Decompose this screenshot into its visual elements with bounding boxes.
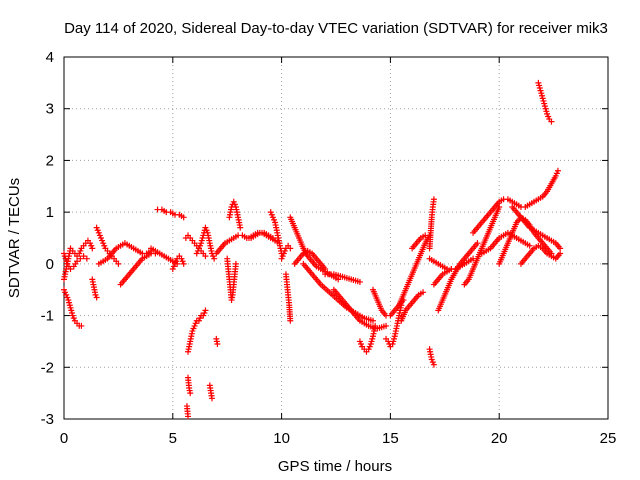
data-point	[83, 255, 90, 262]
series-arc-4	[117, 250, 159, 288]
data-point	[180, 260, 187, 267]
series-arc-14	[213, 335, 221, 348]
y-tick-label: 1	[46, 204, 54, 221]
series-arc-42	[509, 203, 564, 252]
x-axis-label: GPS time / hours	[278, 458, 392, 475]
data-point	[115, 260, 122, 267]
data-point	[80, 253, 87, 260]
series-arc-33	[426, 196, 437, 252]
series-arc-7	[169, 253, 187, 273]
series-arc-0b	[61, 286, 85, 329]
series-arc-11	[183, 403, 192, 420]
x-tick-label: 25	[600, 430, 617, 447]
series-arc-23	[291, 247, 329, 273]
y-axis-ticks: -3 -2 -1 0 1 2 3 4	[41, 49, 608, 428]
data-point	[557, 245, 564, 252]
series-arc-38	[461, 203, 503, 288]
series-arc-25	[322, 271, 363, 285]
data-point	[548, 118, 555, 125]
data-point	[78, 322, 85, 329]
series-arc-17	[226, 198, 244, 231]
series-arc-34	[426, 346, 437, 368]
series-arc-44	[522, 167, 561, 210]
data-point	[554, 167, 561, 174]
series-arc-31	[398, 289, 427, 324]
data-point	[67, 266, 74, 273]
series-arc-36	[435, 240, 481, 314]
data-point	[180, 214, 187, 221]
data-point	[287, 317, 294, 324]
data-point	[202, 307, 209, 314]
data-point	[430, 196, 437, 203]
y-tick-label: -3	[41, 411, 54, 428]
data-point	[89, 245, 96, 252]
data-points	[61, 79, 564, 420]
series-arc-2	[93, 224, 122, 267]
series-arc-16	[224, 255, 239, 304]
data-point	[287, 245, 294, 252]
data-point	[93, 294, 100, 301]
data-point	[322, 266, 329, 273]
series-arc-43	[517, 242, 564, 267]
y-tick-label: 4	[46, 49, 54, 66]
data-point	[430, 361, 437, 368]
data-point	[422, 232, 429, 239]
series-arc-1	[89, 276, 100, 301]
series-arc-20	[278, 242, 294, 262]
data-point	[211, 255, 218, 262]
series-arc-45	[535, 79, 555, 125]
series-arc-32	[409, 232, 429, 252]
series-arc-0c	[61, 250, 90, 273]
y-tick-label: 3	[46, 101, 54, 118]
chart-title: Day 114 of 2020, Sidereal Day-to-day VTE…	[64, 20, 608, 37]
series-arc-21	[282, 271, 294, 324]
x-axis-ticks: 0 5 10 15 20 25	[60, 57, 617, 447]
x-tick-label: 20	[491, 430, 508, 447]
plot-frame	[63, 56, 609, 420]
series-arc-27	[356, 322, 379, 355]
y-tick-label: -1	[41, 308, 54, 325]
data-point	[232, 260, 239, 267]
x-tick-label: 5	[169, 430, 177, 447]
data-point	[526, 242, 533, 249]
series-arc-39	[470, 196, 524, 236]
data-point	[237, 224, 244, 231]
series-arc-9	[185, 307, 209, 355]
y-tick-label: 0	[46, 256, 54, 273]
y-axis-label: SDTVAR / TECUs	[6, 178, 23, 298]
series-arc-37	[430, 255, 477, 288]
data-point	[356, 278, 363, 285]
series-arc-28	[369, 286, 407, 319]
data-point	[208, 395, 215, 402]
data-point	[372, 322, 379, 329]
data-point	[74, 258, 81, 265]
data-point	[214, 341, 221, 348]
data-point	[557, 250, 564, 257]
y-tick-label: -2	[41, 359, 54, 376]
x-tick-label: 0	[60, 430, 68, 447]
x-tick-label: 10	[273, 430, 290, 447]
data-point	[187, 390, 194, 397]
data-point	[369, 317, 376, 324]
data-point	[202, 253, 209, 260]
data-point	[474, 240, 481, 247]
x-tick-label: 15	[382, 430, 399, 447]
series-arc-6	[154, 206, 187, 221]
y-tick-label: 2	[46, 152, 54, 169]
data-point	[77, 255, 84, 262]
data-point	[383, 322, 390, 329]
series-arc-5	[148, 245, 181, 267]
data-point	[420, 289, 427, 296]
series-arc-10	[185, 374, 194, 397]
data-point	[185, 413, 192, 420]
series-arc-13	[206, 382, 215, 402]
